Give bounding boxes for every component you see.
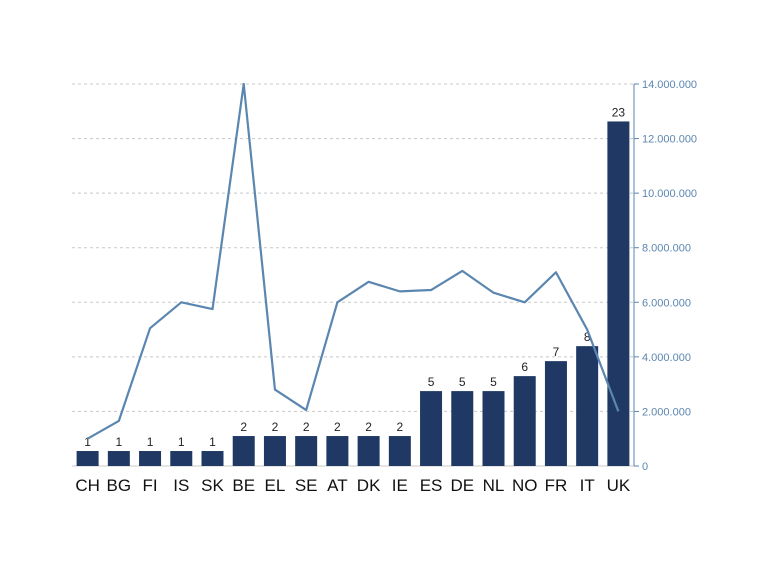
bar-value-label: 2: [365, 420, 372, 434]
bar-value-label: 5: [459, 375, 466, 389]
right-axis-tick-label: 10.000.000: [642, 188, 697, 200]
bar: [607, 121, 630, 466]
bar-value-label: 1: [84, 435, 91, 449]
right-axis-tick-label: 2.000.000: [642, 406, 691, 418]
bar-value-label: 5: [428, 375, 435, 389]
category-label: IT: [580, 476, 595, 495]
bar-value-label: 2: [396, 420, 403, 434]
bar-value-label: 7: [553, 345, 560, 359]
bar: [576, 346, 599, 466]
right-axis: 0 2.000.000 4.000.000 6.000.000 8.000.000 10.…: [633, 79, 697, 473]
bar-value-label: 6: [521, 360, 528, 374]
category-label: DK: [357, 476, 381, 495]
right-axis-tick-label: 6.000.000: [642, 297, 691, 309]
bar-value-label: 2: [334, 420, 341, 434]
bar-value-label: 2: [272, 420, 279, 434]
right-axis-tick-label: 4.000.000: [642, 352, 691, 364]
bar: [76, 451, 99, 466]
category-label: ES: [420, 476, 443, 495]
bar-value-label: 1: [115, 435, 122, 449]
category-label: IE: [392, 476, 408, 495]
right-axis-tick-label: 14.000.000: [642, 79, 697, 91]
right-axis-tick-label: 12.000.000: [642, 134, 697, 146]
category-label: NO: [512, 476, 538, 495]
category-label: NL: [483, 476, 505, 495]
bar: [170, 451, 193, 466]
bar: [451, 391, 474, 466]
category-label: AT: [327, 476, 347, 495]
bar-value-labels: 1 1 1 1 1 2 2 2 2 2 2 5 5 5 6 7 8 23: [84, 105, 625, 449]
bar-value-label: 1: [178, 435, 185, 449]
bar: [420, 391, 443, 466]
bar: [544, 361, 567, 466]
bar: [388, 436, 411, 466]
category-label: FR: [545, 476, 568, 495]
bar: [295, 436, 318, 466]
category-label: CH: [75, 476, 100, 495]
category-labels: CH BG FI IS SK BE EL SE AT DK IE ES DE NL NO FR IT UK: [75, 476, 631, 495]
bar-value-label: 1: [209, 435, 216, 449]
category-label: IS: [173, 476, 189, 495]
grid-lines: [72, 83, 634, 467]
line-series-path: [87, 82, 620, 440]
bar: [107, 451, 130, 466]
line-series: [87, 82, 620, 440]
bar-value-label: 1: [147, 435, 154, 449]
category-label: BG: [107, 476, 132, 495]
right-axis-tick-label: 0: [642, 461, 648, 473]
bar: [232, 436, 255, 466]
bar: [326, 436, 349, 466]
right-axis-tick-label: 8.000.000: [642, 243, 691, 255]
category-label: DE: [450, 476, 474, 495]
bar-value-label: 23: [612, 105, 626, 119]
bar: [513, 376, 536, 466]
bar: [139, 451, 162, 466]
bar-value-label: 2: [240, 420, 247, 434]
category-label: UK: [607, 476, 631, 495]
category-label: EL: [265, 476, 286, 495]
bar-value-label: 8: [584, 330, 591, 344]
bar-series: [76, 121, 630, 466]
bar: [201, 451, 224, 466]
bar: [482, 391, 505, 466]
bar-value-label: 5: [490, 375, 497, 389]
bar: [357, 436, 380, 466]
category-label: FI: [143, 476, 158, 495]
bar-value-label: 2: [303, 420, 310, 434]
category-label: SE: [295, 476, 318, 495]
bar: [263, 436, 286, 466]
category-label: BE: [232, 476, 255, 495]
category-label: SK: [201, 476, 224, 495]
